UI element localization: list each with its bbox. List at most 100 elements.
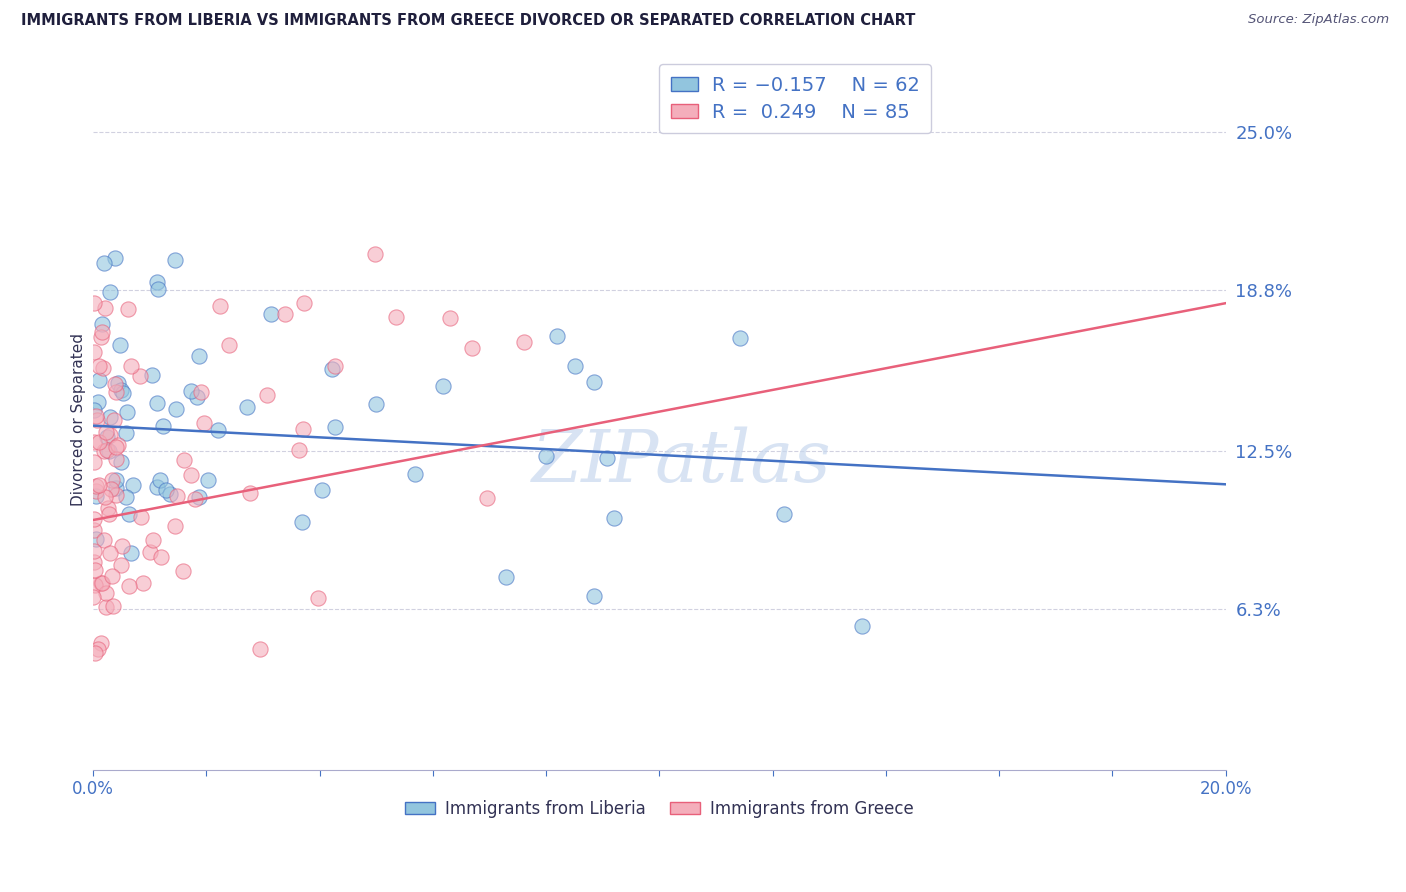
Point [728,331,751,345]
Point [236,400,259,414]
Point [146,395,169,409]
Point [291,515,314,529]
Point [94,301,117,315]
Point [87,434,110,449]
Point [98,546,121,560]
Point [104,384,127,399]
Point [173,453,195,467]
Point [83,344,105,359]
Point [93,255,115,269]
Point [94,425,117,439]
Point [152,418,174,433]
Point [364,247,387,261]
Point [139,545,162,559]
Point [93,443,115,458]
Point [107,438,129,452]
Point [104,440,127,454]
Point [165,253,187,268]
Point [84,483,107,498]
Point [186,390,208,404]
Point [132,575,155,590]
Point [104,488,127,502]
Point [583,375,606,389]
Point [87,642,110,657]
Point [325,359,347,374]
Point [197,473,219,487]
Point [87,478,110,492]
Point [83,543,105,558]
Point [86,413,108,427]
Point [439,311,461,326]
Point [120,359,142,373]
Point [249,642,271,657]
Point [84,563,107,577]
Point [564,359,586,373]
Point [98,507,121,521]
Point [274,308,297,322]
Point [94,491,117,505]
Point [84,532,107,546]
Point [83,296,105,310]
Point [98,428,121,442]
Point [112,386,135,401]
Point [104,252,127,266]
Point [149,550,172,565]
Point [90,576,112,591]
Point [93,533,115,547]
Point [97,444,120,458]
Point [90,635,112,649]
Point [364,397,387,411]
Text: ZIPatlas: ZIPatlas [533,426,832,497]
Point [122,478,145,492]
Point [145,275,167,289]
Point [404,467,426,482]
Point [107,376,129,391]
Point [118,507,141,521]
Point [207,423,229,437]
Point [461,341,484,355]
Point [83,455,105,469]
Point [110,383,132,397]
Point [83,435,105,450]
Point [165,402,187,417]
Point [110,558,132,573]
Point [384,310,406,324]
Point [190,385,212,400]
Point [91,361,114,376]
Point [155,483,177,497]
Point [321,361,343,376]
Point [118,579,141,593]
Point [149,473,172,487]
Point [111,539,134,553]
Point [256,387,278,401]
Point [513,334,536,349]
Point [193,417,215,431]
Point [288,443,311,458]
Point [159,487,181,501]
Point [218,338,240,352]
Point [432,379,454,393]
Point [603,511,626,525]
Point [83,555,105,569]
Point [110,455,132,469]
Point [583,589,606,603]
Point [103,412,125,426]
Point [307,591,329,605]
Point [84,489,107,503]
Point [546,329,568,343]
Text: IMMIGRANTS FROM LIBERIA VS IMMIGRANTS FROM GREECE DIVORCED OR SEPARATED CORRELAT: IMMIGRANTS FROM LIBERIA VS IMMIGRANTS FR… [21,13,915,29]
Point [209,299,232,313]
Point [115,490,138,504]
Point [89,373,111,387]
Point [146,282,169,296]
Point [323,420,346,434]
Point [83,523,105,537]
Point [596,450,619,465]
Point [101,568,124,582]
Point [163,518,186,533]
Point [188,490,211,504]
Point [104,481,127,495]
Point [104,473,127,487]
Point [89,330,111,344]
Point [142,533,165,548]
